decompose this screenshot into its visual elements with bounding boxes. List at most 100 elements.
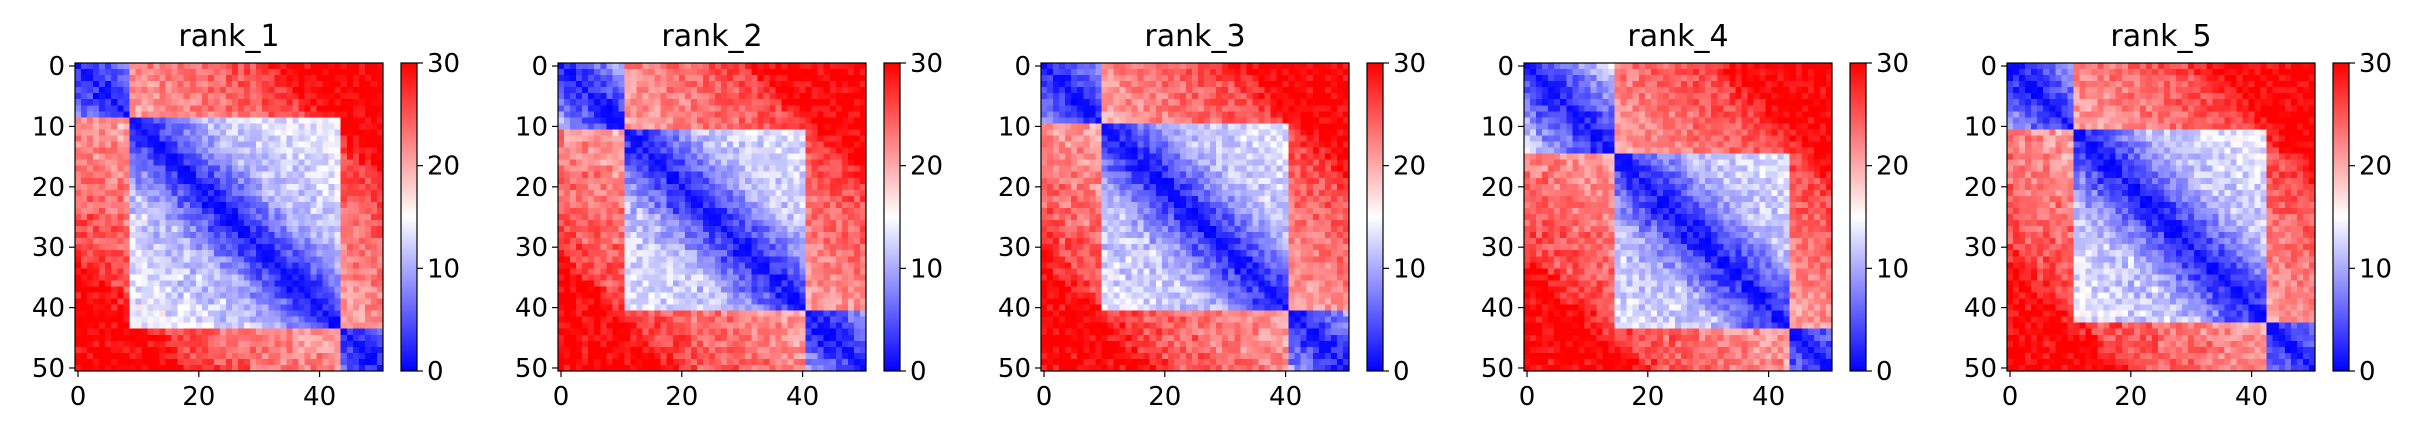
heatmap-cell bbox=[310, 262, 318, 269]
heatmap-cell bbox=[322, 153, 330, 161]
heatmap-cell bbox=[757, 147, 764, 155]
heatmap-cell bbox=[280, 129, 287, 137]
heatmap-cell bbox=[75, 232, 82, 239]
heatmap-cell bbox=[171, 274, 179, 282]
heatmap-cell bbox=[238, 262, 245, 269]
heatmap-cell bbox=[576, 135, 583, 143]
heatmap-cell bbox=[835, 117, 843, 124]
heatmap-cell bbox=[171, 250, 179, 257]
heatmap-cell bbox=[745, 244, 752, 251]
heatmap-cell bbox=[201, 171, 209, 179]
heatmap-cell bbox=[316, 304, 324, 312]
heatmap-cell bbox=[183, 310, 191, 318]
heatmap-cell bbox=[612, 129, 619, 137]
heatmap-cell bbox=[618, 322, 626, 330]
heatmap-cell bbox=[678, 147, 686, 155]
heatmap-cell bbox=[558, 87, 565, 94]
heatmap-cell bbox=[358, 364, 366, 372]
heatmap-cell bbox=[219, 87, 227, 94]
heatmap-cell bbox=[147, 298, 155, 306]
heatmap-cell bbox=[576, 292, 583, 300]
heatmap-cell bbox=[721, 123, 728, 131]
heatmap-cell bbox=[823, 256, 831, 263]
heatmap-cell bbox=[672, 105, 680, 112]
heatmap-cell bbox=[775, 256, 783, 263]
heatmap-cell bbox=[823, 201, 831, 209]
heatmap-cell bbox=[793, 111, 801, 118]
heatmap-cell bbox=[859, 280, 867, 288]
heatmap-cell bbox=[570, 334, 577, 342]
heatmap-cell bbox=[232, 298, 239, 306]
heatmap-cell bbox=[594, 244, 601, 251]
heatmap-cell bbox=[636, 286, 644, 294]
heatmap-cell bbox=[600, 105, 607, 112]
heatmap-cell bbox=[177, 81, 185, 88]
heatmap-cell bbox=[684, 105, 692, 112]
heatmap-cell bbox=[702, 195, 710, 203]
heatmap-cell bbox=[769, 117, 777, 124]
heatmap-cell bbox=[751, 322, 758, 330]
heatmap-cell bbox=[310, 346, 318, 354]
heatmap-cell bbox=[177, 364, 185, 372]
heatmap-cell bbox=[859, 232, 867, 239]
heatmap-cell bbox=[757, 286, 764, 294]
heatmap-cell bbox=[823, 250, 831, 257]
heatmap-cell bbox=[721, 93, 728, 100]
heatmap-cell bbox=[787, 171, 795, 179]
heatmap-cell bbox=[334, 310, 342, 318]
heatmap-cell bbox=[81, 328, 88, 336]
heatmap-cell bbox=[111, 316, 118, 324]
heatmap-cell bbox=[618, 165, 626, 173]
heatmap-cell bbox=[147, 334, 155, 342]
heatmap-cell bbox=[721, 63, 728, 70]
heatmap-cell bbox=[159, 159, 167, 167]
heatmap-cell bbox=[739, 226, 746, 233]
heatmap-cell bbox=[225, 129, 233, 137]
heatmap-cell bbox=[238, 280, 245, 288]
heatmap-cell bbox=[153, 310, 161, 318]
heatmap-cell bbox=[244, 63, 251, 70]
heatmap-cell bbox=[159, 87, 167, 94]
heatmap-cell bbox=[183, 328, 191, 336]
heatmap-cell bbox=[666, 93, 674, 100]
heatmap-cell bbox=[690, 292, 698, 300]
heatmap-cell bbox=[250, 75, 257, 82]
heatmap-cell bbox=[781, 322, 789, 330]
heatmap-cell bbox=[733, 147, 740, 155]
heatmap-cell bbox=[111, 147, 118, 155]
heatmap-cell bbox=[219, 328, 227, 336]
heatmap-cell bbox=[588, 280, 595, 288]
heatmap-cell bbox=[225, 117, 233, 124]
heatmap-cell bbox=[370, 334, 378, 342]
heatmap-cell bbox=[769, 189, 777, 197]
heatmap-cell bbox=[87, 99, 94, 106]
heatmap-cell bbox=[310, 268, 318, 275]
heatmap-cell bbox=[298, 256, 306, 263]
heatmap-cell bbox=[727, 123, 734, 131]
heatmap-cell bbox=[232, 201, 239, 209]
heatmap-cell bbox=[346, 69, 354, 76]
heatmap-cell bbox=[213, 298, 221, 306]
heatmap-cell bbox=[153, 105, 161, 112]
heatmap-cell bbox=[594, 111, 601, 118]
heatmap-cell bbox=[141, 238, 149, 245]
heatmap-cell bbox=[141, 207, 149, 215]
heatmap-cell bbox=[793, 87, 801, 94]
heatmap-cell bbox=[286, 262, 294, 269]
heatmap-cell bbox=[238, 274, 245, 282]
heatmap-cell bbox=[159, 340, 167, 348]
heatmap-cell bbox=[256, 129, 263, 137]
heatmap-cell bbox=[280, 159, 287, 167]
heatmap-cell bbox=[159, 292, 167, 300]
heatmap-cell bbox=[292, 171, 300, 179]
heatmap-cell bbox=[358, 177, 366, 185]
heatmap-cell bbox=[376, 352, 384, 360]
heatmap-cell bbox=[841, 244, 849, 251]
heatmap-cell bbox=[129, 280, 136, 288]
heatmap-cell bbox=[588, 274, 595, 282]
heatmap-cell bbox=[745, 262, 752, 269]
heatmap-cell bbox=[346, 189, 354, 197]
heatmap-cell bbox=[280, 141, 287, 149]
heatmap-cell bbox=[769, 292, 777, 300]
heatmap-cell bbox=[334, 159, 342, 167]
